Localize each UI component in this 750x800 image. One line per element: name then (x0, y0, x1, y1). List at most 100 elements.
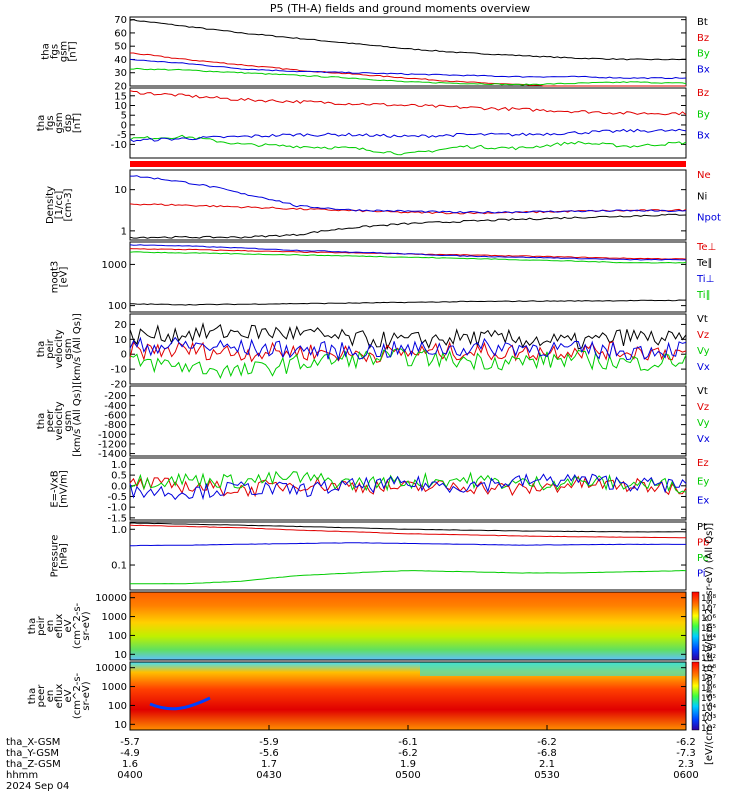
ytick-label-p7: -1400 (98, 449, 127, 460)
series-p4-Npot (130, 175, 687, 214)
legend-p1-Bt: Bt (697, 17, 708, 28)
ytick-label-p2: 5 (121, 111, 127, 122)
colorbar-tick-0: 10⁷ (701, 604, 716, 614)
series-p9-Pt (129, 522, 687, 533)
ylabel-s2: eflux (54, 684, 65, 709)
legend-p8-Ey: Ey (697, 477, 709, 488)
ylabel-s1: eflux (54, 614, 65, 639)
legend-p6-Vt: Vt (697, 314, 708, 325)
xaxis-value: -7.3 (676, 748, 696, 759)
ytick-label-p1: 20 (114, 82, 127, 93)
panel-p5: 100 1000 moqt3[eV] Te⊥ Te∥ Ti⊥ Ti∥ (50, 241, 716, 313)
ytick-label-p1: 30 (114, 68, 127, 79)
colorbars: 10⁸10⁷10⁶10⁵10⁴10³10²10⁸10⁷10⁶10⁵10⁴10³1… (691, 591, 716, 734)
ytick-label-s2: 1000 (102, 682, 127, 693)
ytick-label-p1: 50 (114, 42, 127, 53)
colorbar-tick-1: 10⁵ (701, 694, 716, 704)
series-p6-Vt (129, 322, 687, 351)
legend-p1-Bz: Bz (697, 33, 709, 44)
ytick-label-p9: 0.1 (111, 561, 127, 572)
ylabel-p1: gsm (59, 41, 70, 62)
ytick-label-p4: 1 (121, 226, 127, 237)
frame-p2 (129, 87, 687, 159)
panel-s1: 10 100 1000 10000 thapeirenefluxeV(cm^2-s-sr… (27, 591, 687, 661)
panel-p4: 1 10 Density[1/cc][cm-3] Ne Ni Npot (45, 169, 721, 241)
legend-p8-Ez: Ez (697, 458, 709, 469)
series-p8-Ey (129, 470, 687, 494)
ytick-label-p8: 0.0 (111, 481, 127, 492)
colorbar-label: [eV/(cm^2-s-sr-eV)] [eV/(cm^2-s-sr-eV) (… (704, 523, 715, 765)
legend-p6-Vz: Vz (697, 330, 709, 341)
high-energy-band (420, 662, 686, 676)
ylabel-p9: [nPa] (59, 543, 70, 569)
xaxis-value: 0530 (534, 770, 559, 781)
ylabel-s2: peer (36, 684, 47, 708)
colorbar-tick-0: 10⁴ (701, 634, 716, 644)
colorbar-tick-1: 10⁶ (701, 684, 716, 694)
ytick-label-p4: 10 (114, 185, 127, 196)
series-p6-Vx (129, 336, 687, 362)
legend-p5-Ti∥: Ti∥ (696, 290, 711, 301)
ytick-label-p7: -400 (104, 401, 127, 412)
series-p6-Vy (129, 348, 687, 380)
ylabel-p8: [mV/m] (59, 470, 70, 508)
legend-p4-Ne: Ne (697, 170, 711, 181)
colorbar-tick-0: 10³ (701, 644, 716, 654)
ytick-label-p2: -10 (111, 140, 127, 151)
colorbar-tick-0: 10² (701, 654, 716, 664)
xaxis-value: -6.2 (676, 737, 696, 748)
ytick-label-p8: -1.0 (107, 503, 127, 514)
xaxis-value: 0400 (117, 770, 142, 781)
ylabel-p7: gsm (63, 410, 74, 431)
legend-p6-Vy: Vy (697, 346, 710, 357)
legend-p7-Vt: Vt (697, 386, 708, 397)
ylabel-s2: eV (63, 689, 74, 702)
series-p1-Bt (129, 19, 687, 61)
ytick-label-p2: 15 (114, 91, 127, 102)
panel-p8: -1.5-1.0-0.50.00.51.0 E=-VxB[mV/m] Ez Ey Ex (50, 457, 709, 524)
ytick-label-p8: -1.5 (107, 513, 127, 524)
xaxis-date: 2024 Sep 04 (6, 781, 69, 792)
ylabel-p7: velocity (54, 401, 65, 440)
panels: 203040506070thafgsgsm[nT]BtBzByBx-10-505… (27, 15, 721, 731)
colorbar-0 (691, 591, 700, 661)
xaxis-row-label: tha_Y-GSM (6, 748, 59, 759)
ytick-label-s2: 10000 (95, 663, 127, 674)
separator-band (130, 161, 686, 167)
ytick-label-p7: -200 (104, 391, 127, 402)
frame-p5 (129, 241, 687, 313)
plot-title: P5 (TH-A) fields and ground moments over… (270, 2, 530, 15)
ylabel-p4: [1/cc] (54, 191, 65, 220)
ytick-label-p6: -10 (111, 365, 127, 376)
series-p1-Bx (129, 58, 687, 80)
legend-p2-Bx: Bx (697, 131, 710, 142)
xaxis-value: 2.1 (539, 759, 555, 770)
series-p2-Bx (129, 128, 687, 143)
series-p2-Bz (129, 90, 687, 116)
ylabel-p9: Pressure (50, 535, 61, 578)
ytick-label-p5: 1000 (102, 260, 127, 271)
ylabel-s2: (cm^2-s- (72, 672, 83, 719)
frame-p1 (129, 16, 687, 87)
ylabel-p4: [cm-3] (63, 188, 74, 221)
colorbar-tick-1: 10² (701, 724, 716, 734)
ytick-label-p7: -800 (104, 420, 127, 431)
series-p9-Pb (129, 524, 687, 539)
series-p5-Te∥ (130, 299, 686, 306)
series-p4-Ni (129, 213, 687, 239)
ylabel-s2: tha (27, 688, 38, 704)
xaxis-value: 1.6 (122, 759, 138, 770)
panel-s2: 10 100 1000 10000 thapeerenefluxeV(cm^2-s-sr… (27, 661, 687, 731)
ylabel-p2: [nT] (72, 113, 83, 133)
legend-p7-Vy: Vy (697, 418, 710, 429)
xaxis-value: -5.7 (120, 737, 140, 748)
frame-p6 (129, 313, 687, 385)
series-p1-By (130, 67, 687, 86)
legend-p9-Pt: Pt (697, 522, 707, 533)
ytick-label-p7: -1000 (98, 430, 127, 441)
legend-p7-Vz: Vz (697, 402, 709, 413)
panel-p9: 0.1 1.0 Pressure[nPa] Pt Pb Pe Pi (50, 521, 709, 591)
ytick-label-p8: -0.5 (107, 492, 127, 503)
